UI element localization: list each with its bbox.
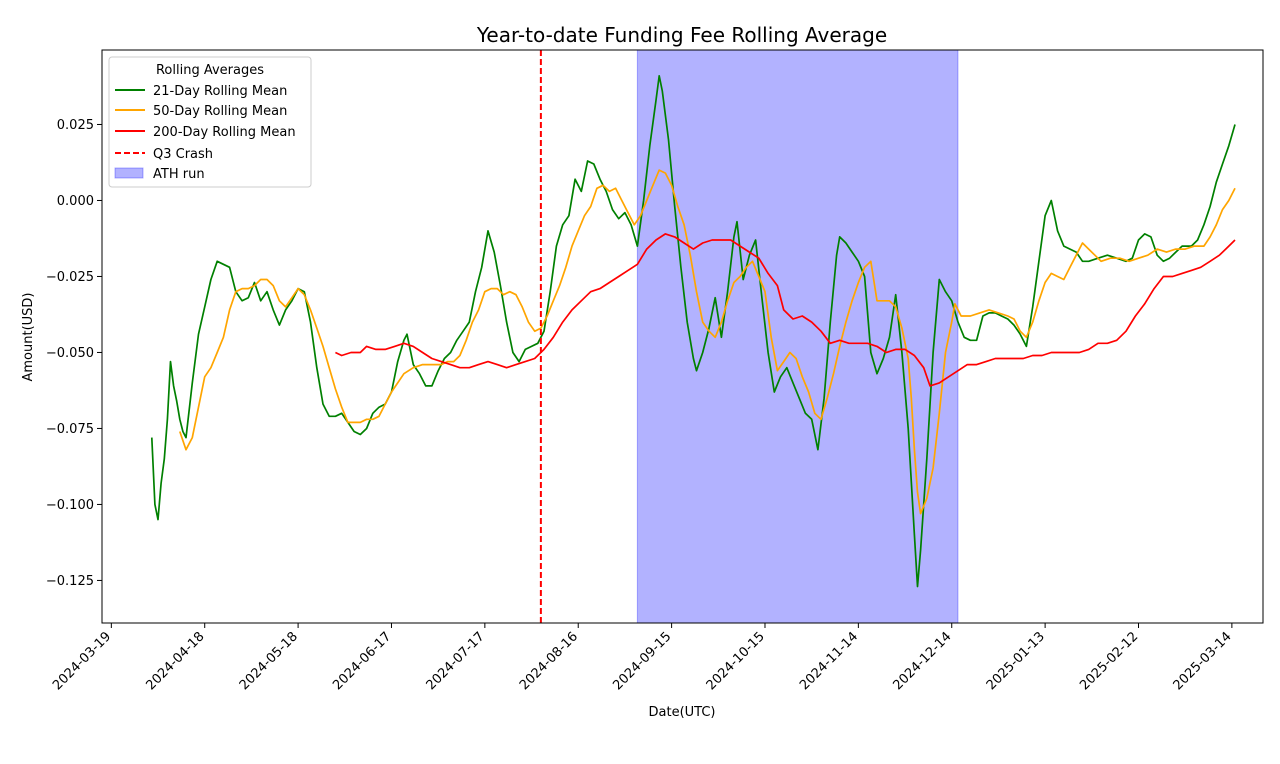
x-tick-label: 2024-06-17: [330, 629, 394, 693]
legend-label-50-day: 50-Day Rolling Mean: [153, 104, 287, 119]
legend-label-ath-run: ATH run: [153, 167, 205, 182]
x-tick-label: 2024-07-17: [424, 629, 488, 693]
x-tick-label: 2024-03-19: [50, 629, 114, 693]
legend-frame: [108, 56, 312, 188]
legend: Rolling Averages 21-Day Rolling Mean 50-…: [108, 56, 312, 188]
y-tick-label: −0.125: [46, 574, 94, 589]
span-ath-run: [636, 49, 959, 624]
x-tick-label: 2024-11-14: [797, 629, 861, 693]
y-axis-label: Amount(USD): [21, 292, 36, 381]
legend-label-21-day: 21-Day Rolling Mean: [153, 84, 287, 99]
y-tick-label: 0.025: [57, 118, 94, 133]
x-tick-label: 2024-04-18: [144, 629, 208, 693]
x-tick-label: 2024-10-15: [704, 629, 768, 693]
legend-swatch-ath-run: [114, 167, 144, 179]
y-tick-label: 0.000: [57, 194, 94, 209]
x-tick-label: 2025-03-14: [1171, 629, 1235, 693]
series-line-50-day-rolling-mean: [178, 169, 1236, 515]
x-tick-label: 2024-05-18: [237, 629, 301, 693]
y-tick-label: −0.100: [46, 498, 94, 513]
legend-label-200-day: 200-Day Rolling Mean: [153, 125, 296, 140]
plot-area: [150, 49, 1236, 624]
chart-title: Year-to-date Funding Fee Rolling Average: [476, 23, 887, 47]
x-tick-label: 2025-01-13: [984, 629, 1048, 693]
x-tick-label: 2025-02-12: [1077, 629, 1141, 693]
x-tick-label: 2024-09-15: [610, 629, 674, 693]
y-tick-label: −0.050: [46, 346, 94, 361]
legend-label-q3-crash: Q3 Crash: [153, 147, 213, 162]
series-line-200-day-rolling-mean: [335, 233, 1236, 387]
x-axis-label: Date(UTC): [649, 705, 716, 720]
y-tick-label: −0.025: [46, 270, 94, 285]
legend-title: Rolling Averages: [156, 63, 264, 78]
x-tick-label: 2024-12-14: [891, 629, 955, 693]
x-tick-label: 2024-08-16: [517, 629, 581, 693]
axes-frame: [101, 49, 1264, 624]
y-tick-label: −0.075: [46, 422, 94, 437]
